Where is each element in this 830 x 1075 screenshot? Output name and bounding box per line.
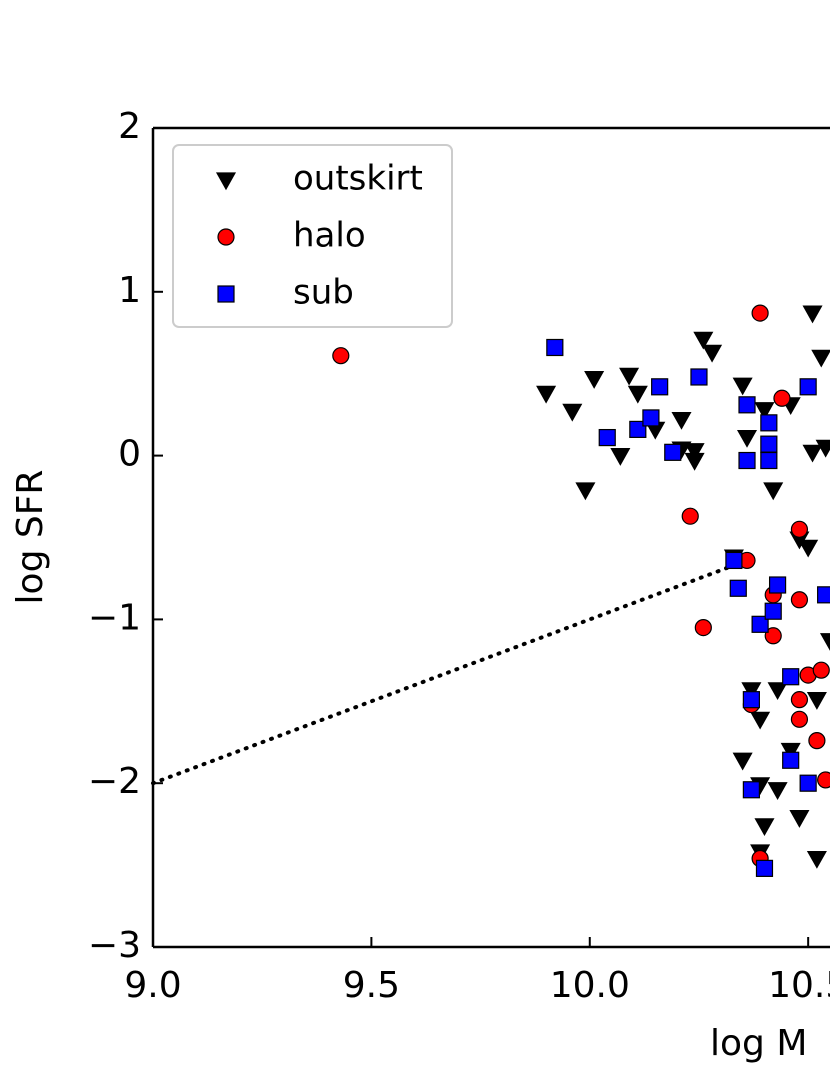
point <box>690 368 708 386</box>
y-axis-label: log SFR <box>10 470 51 605</box>
point <box>789 809 810 828</box>
point <box>755 859 774 877</box>
point <box>768 576 787 594</box>
point <box>780 742 801 761</box>
point <box>736 429 758 448</box>
point <box>546 338 564 357</box>
legend-label: halo <box>293 216 366 256</box>
point <box>782 751 800 769</box>
point <box>742 691 760 709</box>
point <box>702 344 723 363</box>
y-tick-label: −3 <box>88 925 141 966</box>
y-tick-label: −1 <box>88 597 141 638</box>
legend-label: outskirt <box>293 159 423 199</box>
x-tick-label: 10.0 <box>550 965 630 1006</box>
point <box>798 539 819 558</box>
point <box>651 378 669 396</box>
legend-marker <box>215 172 237 191</box>
point <box>738 396 756 414</box>
point <box>790 710 809 728</box>
y-tick-label: 1 <box>118 270 141 311</box>
legend-label: sub <box>293 273 354 313</box>
point <box>738 451 756 470</box>
y-tick-label: 2 <box>118 106 141 147</box>
point <box>806 692 827 710</box>
point <box>725 551 743 570</box>
point <box>575 482 596 501</box>
legend-marker <box>217 228 235 246</box>
point <box>763 482 784 501</box>
point <box>732 377 753 396</box>
point <box>642 409 660 427</box>
point <box>764 627 782 645</box>
point <box>619 367 640 386</box>
point <box>773 389 791 407</box>
point <box>729 579 747 597</box>
point <box>799 774 817 792</box>
point <box>694 618 712 637</box>
legend-box <box>172 144 453 328</box>
point <box>811 349 830 368</box>
point <box>598 428 616 447</box>
point <box>562 403 583 422</box>
point <box>760 435 778 453</box>
point <box>629 420 647 438</box>
point <box>610 448 631 466</box>
legend-marker <box>217 285 235 303</box>
point <box>808 732 826 750</box>
point <box>767 682 788 701</box>
y-tick-label: −2 <box>88 761 141 802</box>
point <box>819 633 830 651</box>
point <box>751 304 769 322</box>
point <box>681 507 699 525</box>
point <box>815 439 830 458</box>
point <box>806 850 827 869</box>
point <box>754 402 775 420</box>
point <box>750 711 771 730</box>
reference-line <box>151 560 745 786</box>
point <box>790 520 809 538</box>
point <box>732 752 753 771</box>
point <box>802 305 823 324</box>
point <box>741 682 762 701</box>
x-tick-label: 9.0 <box>124 965 181 1006</box>
y-tick-label: 0 <box>118 434 141 475</box>
point <box>790 691 809 709</box>
point <box>332 347 350 365</box>
point <box>627 385 648 404</box>
point <box>782 668 800 686</box>
point <box>693 331 714 350</box>
point <box>754 818 775 837</box>
point <box>817 586 830 604</box>
x-tick-label: 10.5 <box>768 965 830 1006</box>
point <box>742 781 760 799</box>
point <box>764 602 782 620</box>
point <box>584 371 605 389</box>
point <box>812 661 830 679</box>
point <box>799 378 817 396</box>
point <box>671 411 692 430</box>
point <box>536 385 557 404</box>
x-axis-label: log M <box>710 1023 807 1064</box>
point <box>767 782 788 800</box>
point <box>684 443 705 461</box>
point <box>817 771 830 789</box>
point <box>664 443 682 461</box>
point <box>790 591 809 609</box>
point <box>751 615 769 633</box>
point <box>802 444 823 463</box>
point <box>760 451 778 470</box>
x-tick-label: 9.5 <box>343 965 400 1006</box>
point <box>760 414 778 432</box>
